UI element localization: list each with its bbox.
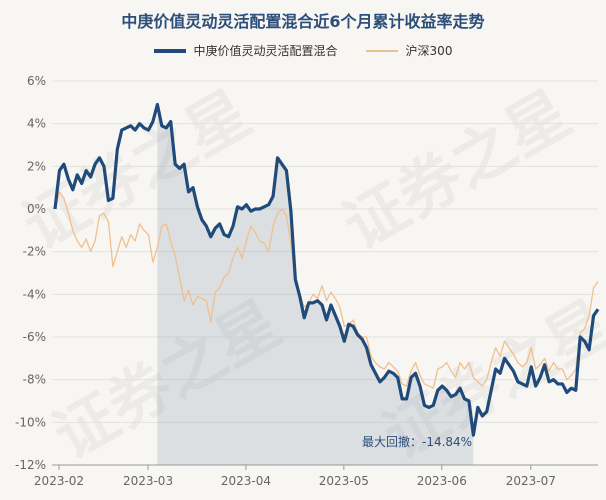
y-tick-label: -8% <box>23 373 46 387</box>
x-tick-label: 2023-05 <box>319 474 369 488</box>
legend-item-fund[interactable]: 中庚价值灵动灵活配置混合 <box>153 42 338 59</box>
series-line-index <box>54 191 599 389</box>
legend-swatch-index <box>365 49 398 52</box>
legend: 中庚价值灵动灵活配置混合 沪深300 <box>0 42 606 59</box>
y-tick-label: 4% <box>27 117 46 131</box>
y-tick-label: -6% <box>23 330 46 344</box>
y-tick-label: 2% <box>27 159 46 173</box>
legend-label-index: 沪深300 <box>405 44 453 58</box>
x-tick-label: 2023-07 <box>506 474 556 488</box>
drawdown-area <box>157 104 474 465</box>
y-tick-label: 6% <box>27 74 46 88</box>
legend-label-fund: 中庚价值灵动灵活配置混合 <box>193 44 338 58</box>
x-tick-label: 2023-06 <box>417 474 467 488</box>
x-tick-label: 2023-03 <box>123 474 173 488</box>
y-tick-label: -10% <box>15 415 46 429</box>
x-tick-label: 2023-04 <box>221 474 271 488</box>
legend-swatch-fund <box>153 48 186 53</box>
y-tick-label: -12% <box>15 458 46 472</box>
series-line-fund <box>53 102 600 437</box>
x-tick-label: 2023-02 <box>34 474 84 488</box>
y-tick-label: -2% <box>23 245 46 259</box>
drawdown-annotation: 最大回撤：-14.84% <box>362 434 472 449</box>
chart-title: 中庚价值灵动灵活配置混合近6个月累计收益率走势 <box>121 12 485 31</box>
y-tick-label: 0% <box>27 202 46 216</box>
y-tick-label: -4% <box>23 287 46 301</box>
legend-item-index[interactable]: 沪深300 <box>365 42 453 59</box>
